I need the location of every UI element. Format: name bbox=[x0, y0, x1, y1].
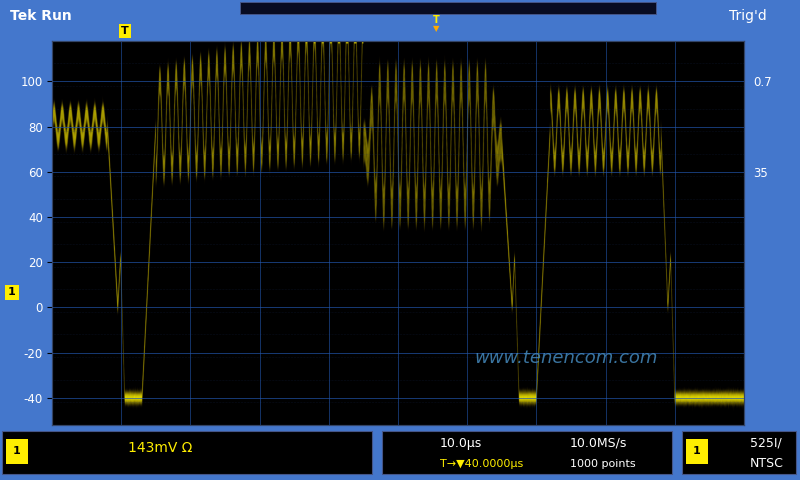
Text: 1: 1 bbox=[693, 446, 701, 456]
Bar bbox=[686, 439, 708, 464]
Text: Τ→▼40.0000µs: Τ→▼40.0000µs bbox=[440, 459, 523, 469]
Text: 1: 1 bbox=[13, 446, 21, 456]
Text: NTSC: NTSC bbox=[750, 457, 784, 470]
Bar bbox=[682, 431, 796, 474]
Bar bbox=[2, 431, 372, 474]
Text: Trig'd: Trig'd bbox=[729, 9, 766, 23]
Text: www.tenencom.com: www.tenencom.com bbox=[474, 349, 658, 367]
Text: ▼: ▼ bbox=[433, 24, 439, 33]
Text: 10.0MS/s: 10.0MS/s bbox=[570, 437, 627, 450]
Text: 1: 1 bbox=[8, 288, 16, 297]
Text: 1000 points: 1000 points bbox=[570, 459, 636, 469]
Text: 143mV Ω: 143mV Ω bbox=[128, 441, 192, 455]
Text: T: T bbox=[121, 26, 129, 36]
Bar bbox=[382, 431, 672, 474]
Bar bbox=[240, 2, 656, 14]
Text: Tek Run: Tek Run bbox=[10, 9, 71, 23]
Text: 525I/: 525I/ bbox=[750, 437, 782, 450]
Text: 10.0µs: 10.0µs bbox=[440, 437, 482, 450]
Text: T: T bbox=[433, 15, 439, 24]
Bar bbox=[6, 439, 28, 464]
